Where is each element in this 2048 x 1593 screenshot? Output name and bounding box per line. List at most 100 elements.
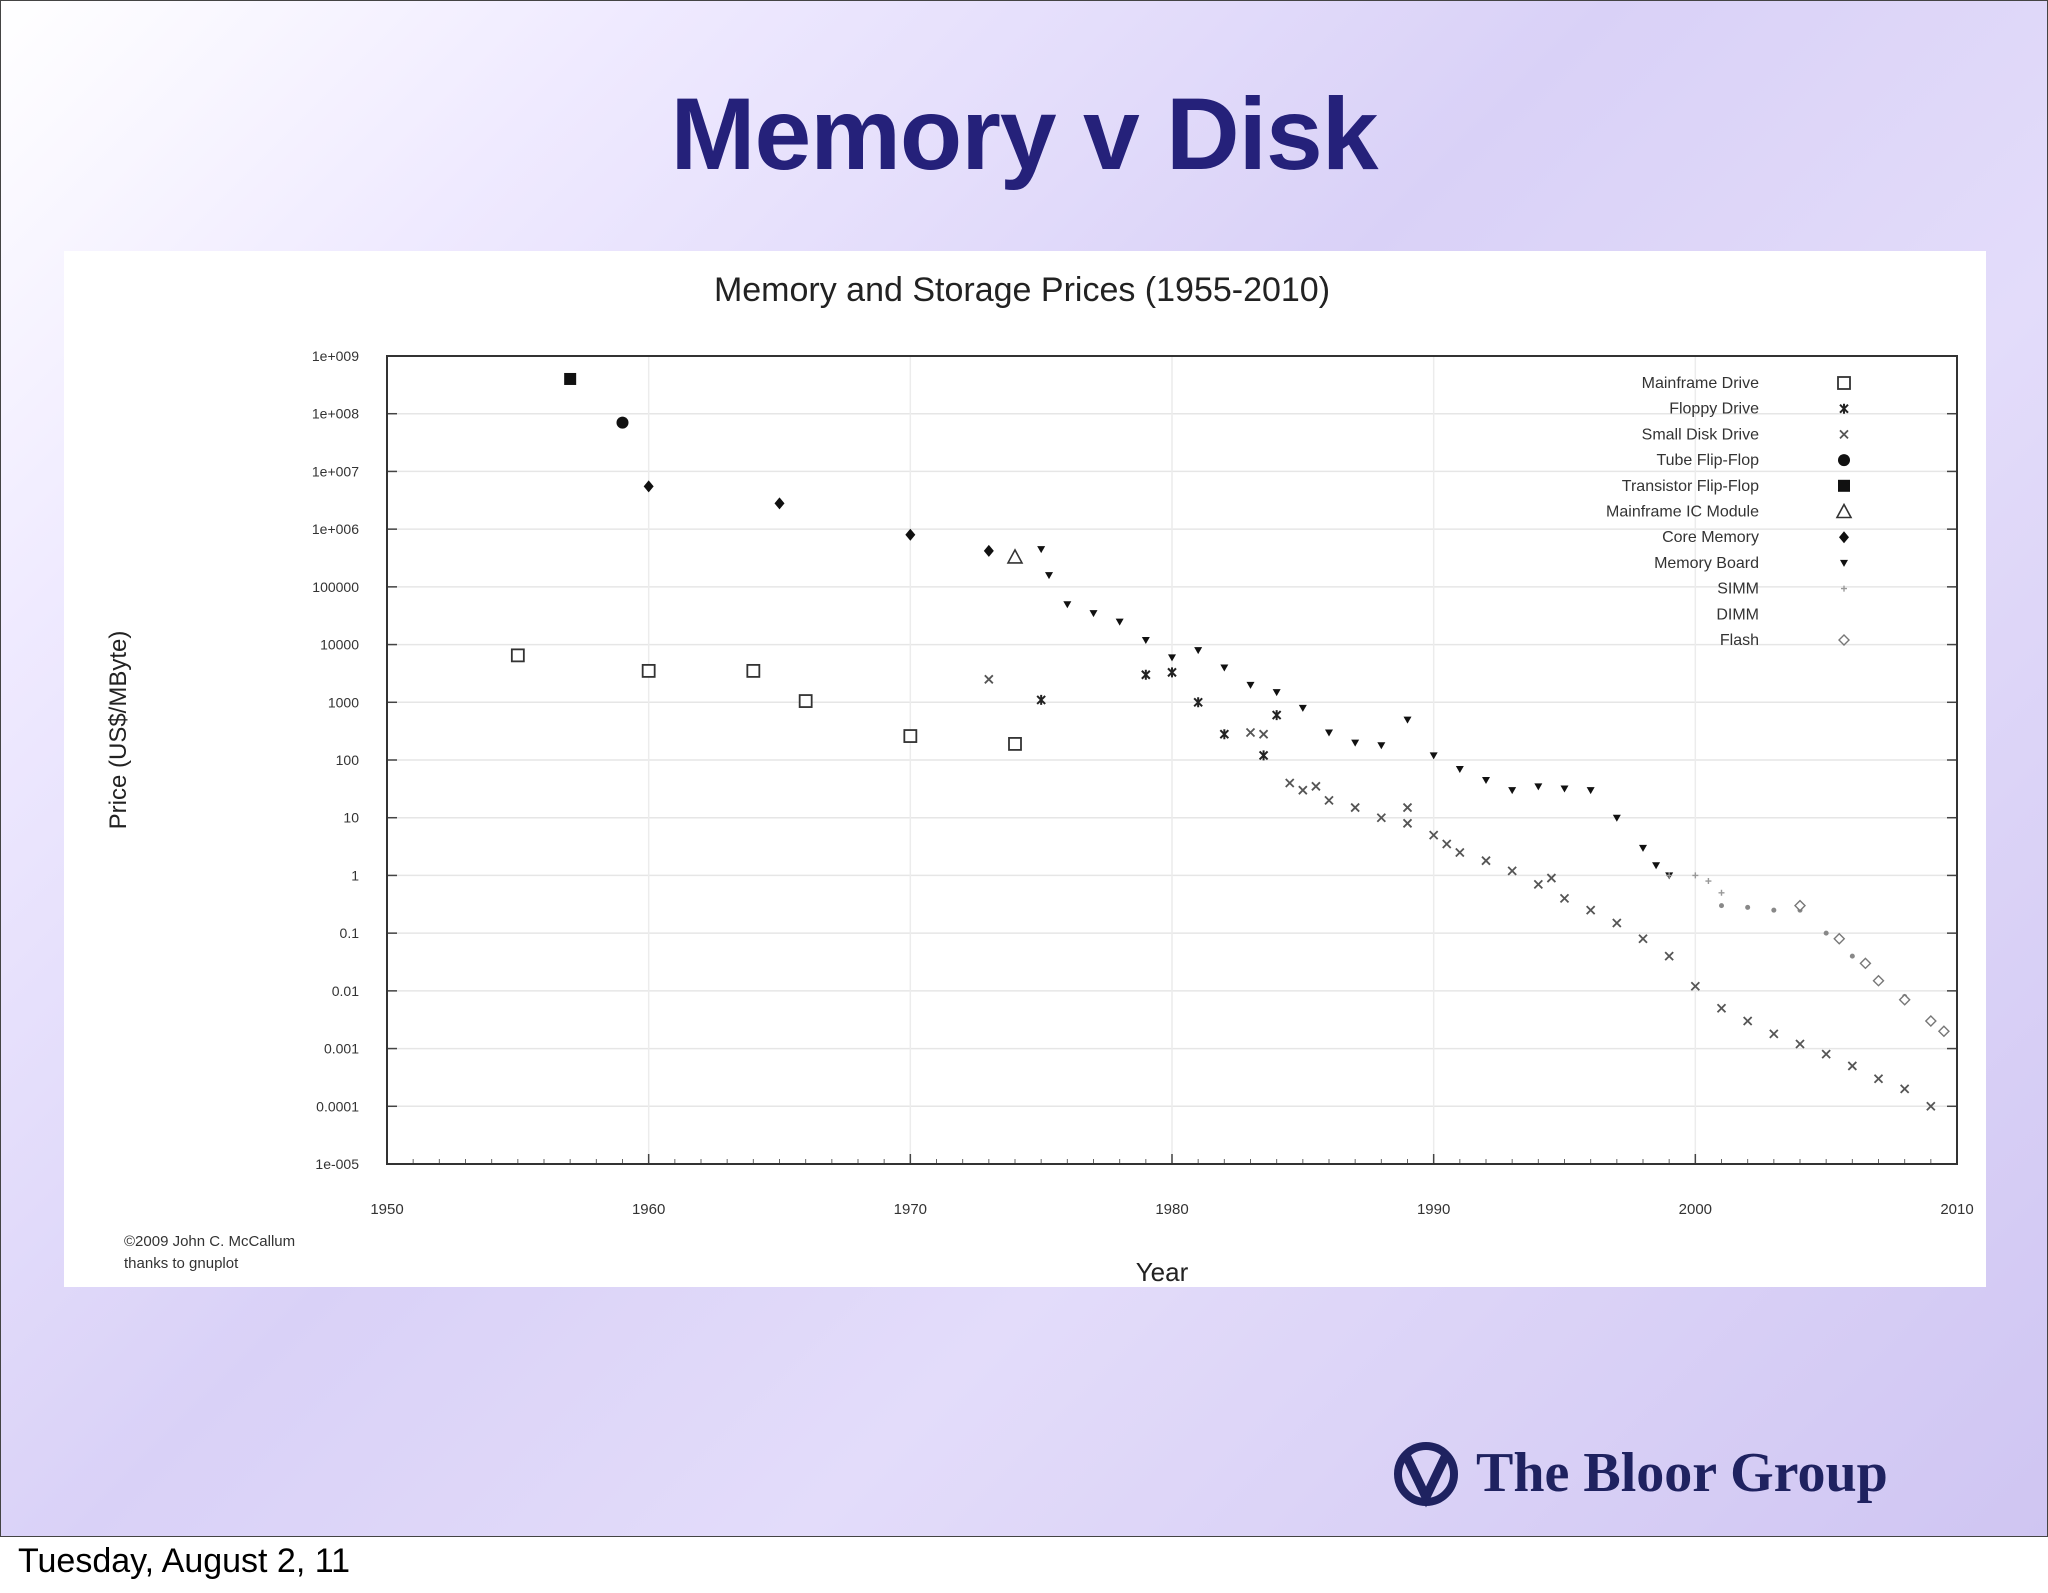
data-point xyxy=(1507,866,1517,876)
legend-marker xyxy=(1838,454,1850,467)
data-point xyxy=(1546,873,1557,883)
data-point xyxy=(1926,1101,1936,1111)
data-point xyxy=(1246,681,1255,689)
legend-marker xyxy=(1839,429,1849,440)
data-point xyxy=(1285,778,1295,788)
data-point xyxy=(1089,610,1098,618)
data-point xyxy=(1743,1016,1753,1026)
data-point xyxy=(1402,818,1413,828)
data-point xyxy=(1559,893,1570,904)
legend-label: Transistor Flip-Flop xyxy=(1622,478,1759,495)
data-point xyxy=(1833,932,1846,945)
data-point xyxy=(1008,737,1022,751)
data-point xyxy=(1482,777,1490,785)
series-mainframe-ic-module xyxy=(1006,548,1024,564)
data-point xyxy=(1403,716,1412,724)
legend-label: Memory Board xyxy=(1654,555,1759,572)
legend-marker xyxy=(1837,376,1851,390)
data-point xyxy=(1258,729,1269,739)
data-point xyxy=(1219,729,1230,740)
legend-marker xyxy=(1839,403,1849,414)
logo-text: The Bloor Group xyxy=(1476,1442,1888,1504)
chart-title: Memory and Storage Prices (1955-2010) xyxy=(714,271,1330,309)
data-point xyxy=(1849,953,1855,959)
data-point xyxy=(1533,879,1543,890)
y-tick-label: 100 xyxy=(336,752,360,768)
y-tick-label: 0.01 xyxy=(332,983,359,999)
data-point xyxy=(1718,889,1725,896)
data-point xyxy=(1045,572,1054,580)
data-point xyxy=(1141,637,1150,645)
x-tick-label: 1980 xyxy=(1155,1201,1188,1218)
data-point xyxy=(564,372,577,385)
data-point xyxy=(1534,783,1543,791)
data-point xyxy=(1167,667,1177,678)
data-point xyxy=(1745,904,1751,910)
legend-marker xyxy=(1838,634,1850,646)
series-memory-board xyxy=(1037,546,1674,880)
data-point xyxy=(1771,907,1777,913)
legend-marker xyxy=(1840,559,1848,567)
series-core-memory xyxy=(643,480,994,557)
data-point xyxy=(1586,787,1595,795)
data-point xyxy=(1350,802,1360,813)
data-point xyxy=(1377,742,1386,750)
y-tick-label: 100000 xyxy=(312,579,359,595)
x-tick-label: 1970 xyxy=(894,1201,927,1218)
y-tick-label: 10000 xyxy=(320,637,359,653)
data-point xyxy=(1666,872,1673,879)
legend-marker xyxy=(1841,585,1847,592)
data-point xyxy=(1272,689,1281,697)
series-small-disk-drive xyxy=(984,674,1936,1111)
data-point xyxy=(1508,787,1517,795)
y-tick-label: 1e+006 xyxy=(312,521,359,537)
data-point xyxy=(1245,727,1256,738)
y-tick-label: 1e+008 xyxy=(312,406,359,422)
data-point xyxy=(774,497,785,510)
x-tick-label: 2000 xyxy=(1679,1201,1712,1218)
y-tick-label: 1 xyxy=(351,867,359,883)
data-point xyxy=(1324,795,1334,805)
bloor-logo-mark-icon xyxy=(1394,1442,1458,1508)
data-point xyxy=(984,674,994,684)
data-point xyxy=(1271,710,1282,721)
data-point xyxy=(1429,752,1438,760)
data-point xyxy=(1769,1029,1779,1039)
legend-label: Tube Flip-Flop xyxy=(1656,452,1759,469)
bloor-group-logo: The Bloor Group xyxy=(1391,1433,1971,1513)
data-point xyxy=(1193,697,1203,708)
data-point xyxy=(1719,903,1724,909)
data-point xyxy=(1402,802,1413,813)
series-mainframe-drive xyxy=(510,648,1022,751)
series-floppy-drive xyxy=(1036,667,1282,761)
legend-label: Mainframe Drive xyxy=(1642,375,1759,392)
legend-label: DIMM xyxy=(1716,606,1759,623)
chart-credit: thanks to gnuplot xyxy=(124,1255,239,1272)
chart-svg: Memory and Storage Prices (1955-2010) 1e+… xyxy=(105,271,1974,1287)
y-tick-label: 0.0001 xyxy=(316,1098,359,1114)
legend-label: Small Disk Drive xyxy=(1642,426,1759,443)
data-point xyxy=(643,480,654,493)
chart-panel: Memory and Storage Prices (1955-2010) 1e+… xyxy=(64,251,1986,1287)
data-point xyxy=(1194,647,1203,655)
data-point xyxy=(746,663,761,678)
data-point xyxy=(1560,785,1569,793)
data-point xyxy=(1872,974,1885,987)
data-point xyxy=(1036,694,1046,705)
y-tick-label: 1e-005 xyxy=(315,1156,359,1172)
data-point xyxy=(1586,905,1596,915)
legend-label: Mainframe IC Module xyxy=(1606,504,1759,521)
data-point xyxy=(1716,1003,1727,1013)
data-point xyxy=(1900,1084,1910,1094)
data-point xyxy=(1429,830,1439,840)
legend-label: Core Memory xyxy=(1662,529,1759,546)
y-tick-label: 0.001 xyxy=(324,1041,359,1057)
data-point xyxy=(1638,934,1648,944)
data-point xyxy=(798,694,813,708)
data-point xyxy=(1063,601,1072,609)
data-point xyxy=(1937,1025,1950,1038)
data-point xyxy=(1442,839,1452,849)
data-point xyxy=(1794,899,1806,912)
x-tick-label: 1990 xyxy=(1417,1201,1450,1218)
x-tick-label: 1960 xyxy=(632,1201,665,1218)
